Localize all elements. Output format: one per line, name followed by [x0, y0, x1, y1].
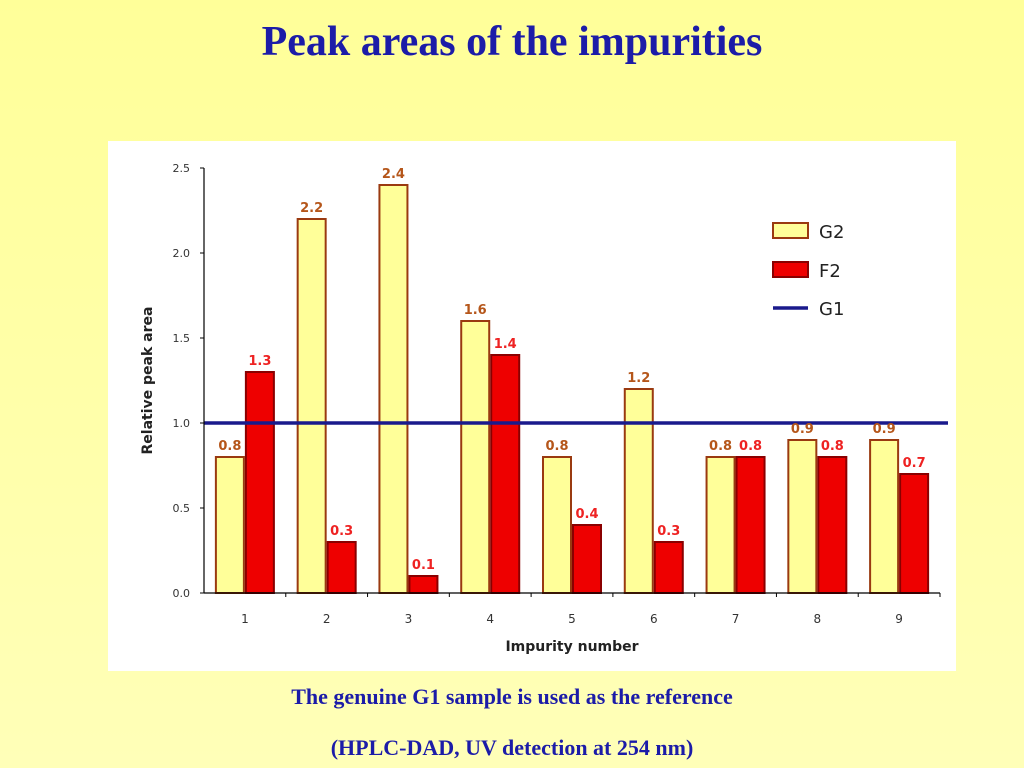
data-label-f2-1: 1.3: [248, 354, 271, 369]
slide-title: Peak areas of the impurities: [261, 19, 763, 65]
x-tick-label-7: 7: [732, 612, 740, 626]
bar-f2-6: [653, 541, 684, 594]
bar-g2-1: [214, 456, 245, 594]
y-tick-label-2.5: 2.5: [173, 162, 191, 175]
legend-label-f2: F2: [819, 261, 841, 282]
data-label-f2-5: 0.4: [575, 507, 598, 522]
data-label-f2-3: 0.1: [412, 558, 435, 573]
bar-f2-8: [817, 456, 848, 594]
data-label-f2-2: 0.3: [330, 524, 353, 539]
bar-g2-6: [623, 388, 654, 594]
x-tick-label-6: 6: [650, 612, 658, 626]
data-label-f2-9: 0.7: [903, 456, 926, 471]
data-label-f2-4: 1.4: [494, 337, 517, 352]
x-axis-title: Impurity number: [505, 639, 638, 655]
legend-label-g2: G2: [819, 222, 844, 243]
data-label-g2-6: 1.2: [627, 371, 650, 386]
data-label-g2-8: 0.9: [791, 422, 814, 437]
data-label-f2-7: 0.8: [739, 439, 762, 454]
bars-layer: [214, 184, 930, 594]
chart-panel: 0.8 2.2 2.4 1.6 0.8 1.2 0.8 0.9 0.9 1.3 0.3 0.1 1.4 0…: [108, 141, 956, 671]
legend-swatch-f2: [772, 261, 809, 278]
y-tick-label-0.0: 0.0: [173, 587, 191, 600]
y-tick-label-2.0: 2.0: [173, 247, 191, 260]
data-label-g2-9: 0.9: [873, 422, 896, 437]
data-labels-layer: 0.8 2.2 2.4 1.6 0.8 1.2 0.8 0.9 0.9 1.3 0.3 0.1 1.4 0…: [218, 167, 925, 573]
bar-g2-3: [378, 184, 409, 594]
bar-f2-1: [244, 371, 275, 594]
data-label-g2-3: 2.4: [382, 167, 405, 182]
bar-f2-4: [490, 354, 521, 594]
bar-chart: 0.82.22.41.60.81.20.80.9 0.91.30.30.11.40…: [140, 162, 948, 655]
bar-g2-2: [296, 218, 327, 594]
bar-f2-9: [899, 473, 930, 594]
caption-method-note: (HPLC-DAD, UV detection at 254 nm): [330, 735, 694, 760]
x-tick-label-9: 9: [895, 612, 903, 626]
bar-g2-5: [542, 456, 572, 594]
data-label-f2-8: 0.8: [821, 439, 844, 454]
x-tick-label-8: 8: [814, 612, 822, 626]
legend: G2 F2 G1: [772, 222, 844, 320]
bar-f2-7: [735, 456, 766, 594]
data-label-g2-2: 2.2: [300, 201, 323, 216]
bar-g2-9: [869, 439, 900, 594]
legend-swatch-g2: [772, 222, 809, 239]
x-tick-label-5: 5: [568, 612, 576, 626]
data-label-g2-5: 0.8: [545, 439, 568, 454]
x-tick-label-3: 3: [405, 612, 413, 626]
legend-label-g1: G1: [819, 299, 844, 320]
bar-g2-7: [705, 456, 736, 594]
y-tick-label-1.5: 1.5: [173, 332, 191, 345]
bar-f2-2: [326, 541, 357, 594]
bar-f2-5: [572, 524, 602, 594]
data-label-f2-6: 0.3: [657, 524, 680, 539]
data-label-g2-4: 1.6: [464, 303, 487, 318]
y-axis-title: Relative peak area: [140, 307, 156, 455]
x-tick-label-4: 4: [486, 612, 494, 626]
data-label-g2-1: 0.8: [218, 439, 241, 454]
x-tick-label-2: 2: [323, 612, 331, 626]
bar-g2-4: [460, 320, 491, 594]
bar-g2-8: [787, 439, 818, 594]
axes-layer: 0.0 0.5 1.0 1.5 2.0 2.5 1 2 3 4 5 6 7 8 9 Impurity numb…: [140, 162, 941, 655]
y-tick-label-1.0: 1.0: [173, 417, 191, 430]
y-tick-label-0.5: 0.5: [173, 502, 191, 515]
data-label-g2-7: 0.8: [709, 439, 732, 454]
caption-reference-note: The genuine G1 sample is used as the ref…: [291, 684, 733, 709]
x-tick-label-1: 1: [241, 612, 249, 626]
bar-f2-3: [408, 575, 439, 594]
